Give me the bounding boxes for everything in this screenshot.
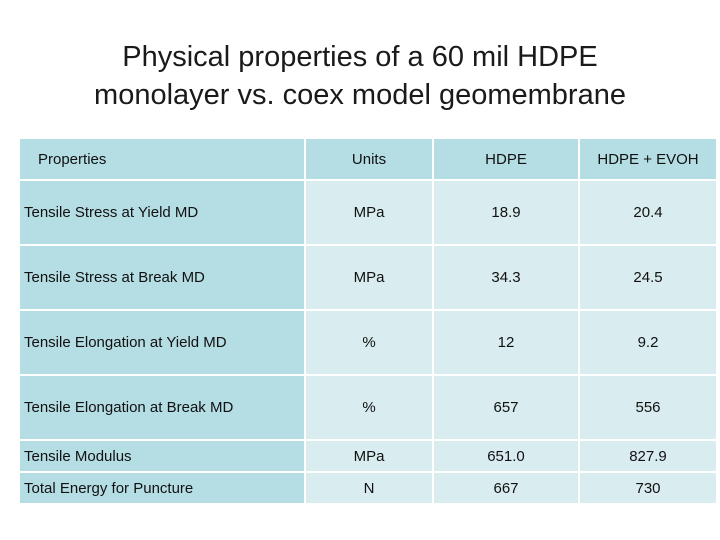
- hdpe-evoh-value: 20.4: [580, 181, 716, 244]
- property-name: Tensile Elongation at Yield MD: [20, 311, 304, 374]
- table-row: Tensile Elongation at Yield MD % 12 9.2: [20, 311, 716, 374]
- property-name: Tensile Elongation at Break MD: [20, 376, 304, 439]
- hdpe-evoh-value: 9.2: [580, 311, 716, 374]
- property-unit: MPa: [306, 441, 432, 471]
- property-unit: N: [306, 473, 432, 503]
- hdpe-evoh-value: 24.5: [580, 246, 716, 309]
- table-row: Total Energy for Puncture N 667 730: [20, 473, 716, 503]
- property-name: Total Energy for Puncture: [20, 473, 304, 503]
- title-line-2: monolayer vs. coex model geomembrane: [94, 79, 626, 111]
- header-hdpe: HDPE: [434, 139, 578, 179]
- property-unit: %: [306, 311, 432, 374]
- hdpe-evoh-value: 827.9: [580, 441, 716, 471]
- property-unit: MPa: [306, 181, 432, 244]
- property-name: Tensile Modulus: [20, 441, 304, 471]
- header-hdpe-evoh: HDPE + EVOH: [580, 139, 716, 179]
- hdpe-value: 18.9: [434, 181, 578, 244]
- property-unit: %: [306, 376, 432, 439]
- hdpe-value: 34.3: [434, 246, 578, 309]
- property-name: Tensile Stress at Yield MD: [20, 181, 304, 244]
- table-row: Tensile Modulus MPa 651.0 827.9: [20, 441, 716, 471]
- header-properties: Properties: [20, 139, 304, 179]
- header-row: Properties Units HDPE HDPE + EVOH: [20, 139, 716, 179]
- hdpe-value: 12: [434, 311, 578, 374]
- table-row: Tensile Stress at Yield MD MPa 18.9 20.4: [20, 181, 716, 244]
- header-units: Units: [306, 139, 432, 179]
- table-row: Tensile Stress at Break MD MPa 34.3 24.5: [20, 246, 716, 309]
- table-row: Tensile Elongation at Break MD % 657 556: [20, 376, 716, 439]
- property-name: Tensile Stress at Break MD: [20, 246, 304, 309]
- properties-table: Properties Units HDPE HDPE + EVOH Tensil…: [18, 137, 718, 505]
- hdpe-evoh-value: 556: [580, 376, 716, 439]
- hdpe-value: 657: [434, 376, 578, 439]
- hdpe-value: 651.0: [434, 441, 578, 471]
- hdpe-evoh-value: 730: [580, 473, 716, 503]
- property-unit: MPa: [306, 246, 432, 309]
- hdpe-value: 667: [434, 473, 578, 503]
- title-line-1: Physical properties of a 60 mil HDPE: [122, 41, 598, 73]
- slide-title: Physical properties of a 60 mil HDPE mon…: [0, 38, 720, 114]
